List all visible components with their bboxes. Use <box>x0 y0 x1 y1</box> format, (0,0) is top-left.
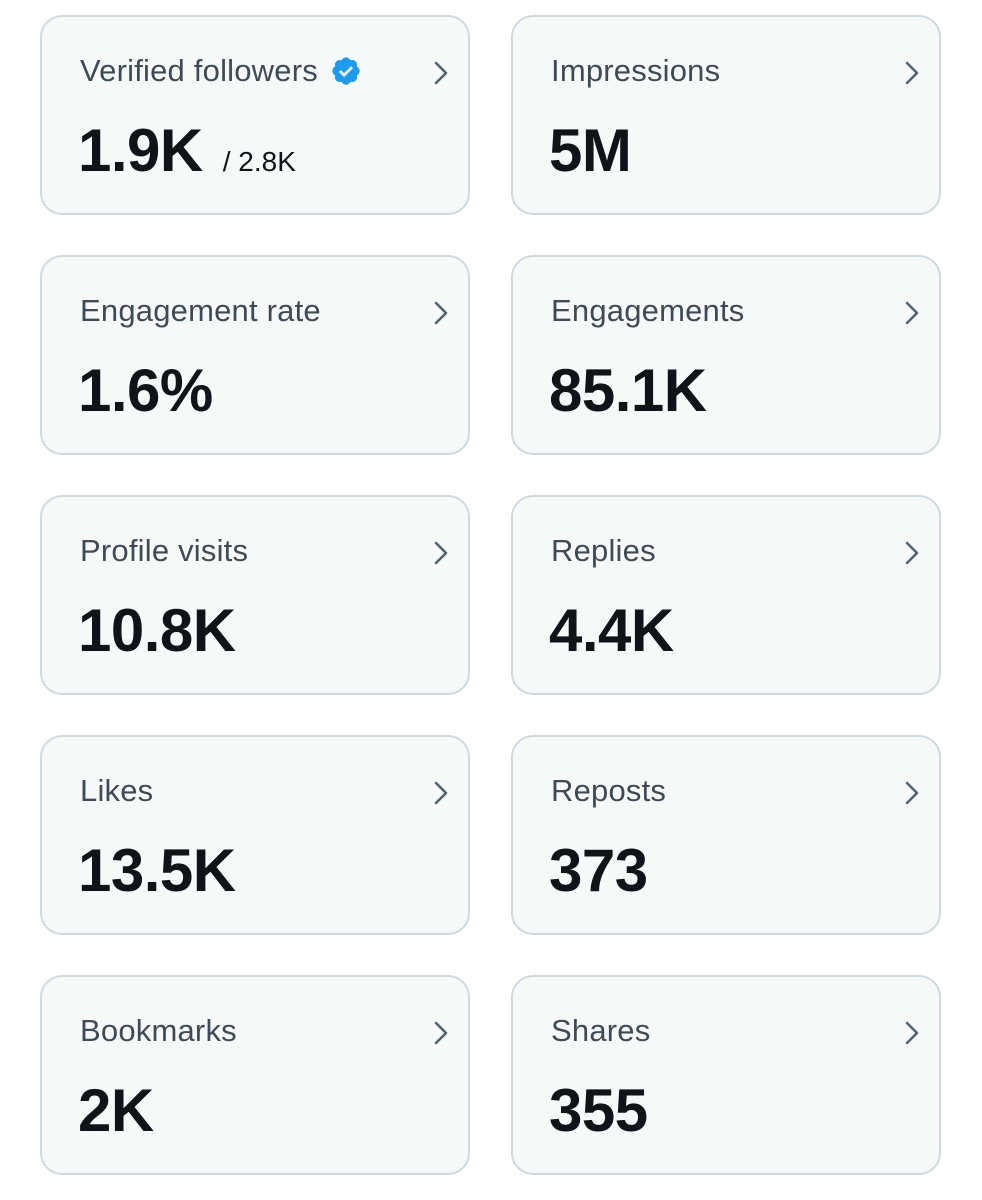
metric-value-text: 1.9K <box>78 117 203 184</box>
metric-value: 85.1K <box>549 357 707 424</box>
chevron-right-icon <box>905 541 919 565</box>
metric-card-profile-visits[interactable]: Profile visits 10.8K <box>40 495 470 695</box>
metric-card-impressions[interactable]: Impressions 5M <box>511 15 941 215</box>
chevron-right-icon <box>905 301 919 325</box>
chevron-right-icon <box>905 61 919 85</box>
chevron-right-icon <box>905 1021 919 1045</box>
metric-card-engagement-rate[interactable]: Engagement rate 1.6% <box>40 255 470 455</box>
metric-value: 13.5K <box>78 837 236 904</box>
metric-label: Impressions <box>551 53 721 88</box>
metric-card-likes[interactable]: Likes 13.5K <box>40 735 470 935</box>
metric-label-text: Verified followers <box>80 53 318 88</box>
metric-label: Bookmarks <box>80 1013 237 1048</box>
metric-label: Reposts <box>551 773 667 808</box>
chevron-right-icon <box>905 781 919 805</box>
metric-label: Profile visits <box>80 533 249 568</box>
metric-card-bookmarks[interactable]: Bookmarks 2K <box>40 975 470 1175</box>
metric-value: 10.8K <box>78 597 236 664</box>
metric-label: Likes <box>80 773 154 808</box>
metric-label: Verified followers <box>80 53 362 89</box>
chevron-right-icon <box>434 1021 448 1045</box>
metric-value: 2K <box>78 1077 154 1144</box>
metric-card-engagements[interactable]: Engagements 85.1K <box>511 255 941 455</box>
metric-card-shares[interactable]: Shares 355 <box>511 975 941 1175</box>
chevron-right-icon <box>434 61 448 85</box>
chevron-right-icon <box>434 781 448 805</box>
metric-value: 4.4K <box>549 597 674 664</box>
metric-card-replies[interactable]: Replies 4.4K <box>511 495 941 695</box>
metric-value: 5M <box>549 117 632 184</box>
metric-card-verified-followers[interactable]: Verified followers 1.9K / 2.8K <box>40 15 470 215</box>
metric-label: Engagement rate <box>80 293 321 328</box>
verified-badge-icon <box>332 57 360 85</box>
chevron-right-icon <box>434 541 448 565</box>
metric-value: 1.6% <box>78 357 213 424</box>
metric-label: Shares <box>551 1013 651 1048</box>
metric-value: 373 <box>549 837 648 904</box>
metric-value: 1.9K / 2.8K <box>78 121 296 181</box>
metric-value: 355 <box>549 1077 648 1144</box>
chevron-right-icon <box>434 301 448 325</box>
metric-label: Engagements <box>551 293 745 328</box>
metric-card-reposts[interactable]: Reposts 373 <box>511 735 941 935</box>
metric-label: Replies <box>551 533 656 568</box>
metric-total: / 2.8K <box>222 146 296 177</box>
